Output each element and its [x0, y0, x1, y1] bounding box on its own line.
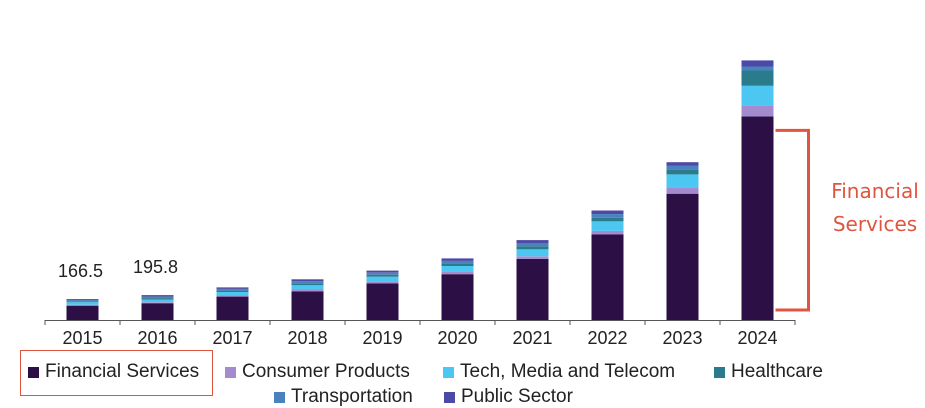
- bar-segment: [516, 249, 549, 257]
- bar-segment: [741, 85, 774, 106]
- bar-segment: [516, 258, 549, 320]
- callout-line-2: Services: [832, 212, 918, 236]
- callout-line-1: Financial: [831, 179, 919, 203]
- bar-segment: [291, 289, 324, 292]
- legend-label: Financial Services: [45, 361, 200, 382]
- bar-segment: [666, 174, 699, 188]
- bar-segment: [366, 270, 399, 273]
- legend-label: Healthcare: [731, 361, 823, 382]
- bar-segment: [216, 296, 249, 320]
- bar-segment: [66, 304, 99, 306]
- legend-item-public-sector: Public Sector: [444, 386, 573, 408]
- callout-label: Financial Services: [820, 175, 925, 241]
- bar-segment: [741, 70, 774, 86]
- legend-swatch: [714, 366, 725, 378]
- legend-label: Consumer Products: [242, 361, 410, 382]
- data-label: 166.5: [58, 261, 103, 281]
- bar-segment: [666, 169, 699, 175]
- bar-segment: [666, 193, 699, 320]
- bar-segment: [141, 296, 174, 299]
- data-label: 195.8: [133, 257, 178, 277]
- legend-swatch: [443, 366, 454, 378]
- bar-segment: [516, 240, 549, 244]
- bar-segment: [516, 246, 549, 250]
- x-tick-label: 2015: [62, 328, 102, 345]
- bar-segment: [291, 283, 324, 286]
- callout-bracket: [775, 128, 810, 312]
- bar-segment: [591, 221, 624, 231]
- legend-swatch: [225, 366, 236, 378]
- x-tick-label: 2019: [362, 328, 402, 345]
- bar-segment: [591, 234, 624, 320]
- legend-swatch: [28, 366, 39, 378]
- bar-segment: [66, 299, 99, 301]
- bar-segment: [216, 288, 249, 291]
- legend-item-healthcare: Healthcare: [714, 361, 823, 383]
- bar-segment: [741, 66, 774, 71]
- legend-item-transportation: Transportation: [274, 386, 413, 408]
- bar-segment: [441, 258, 474, 261]
- legend-label: Public Sector: [461, 386, 573, 407]
- bar-segment: [516, 243, 549, 247]
- bar-segment: [591, 230, 624, 235]
- bar-segment: [441, 263, 474, 266]
- x-tick-label: 2021: [512, 328, 552, 345]
- bar-segment: [441, 266, 474, 272]
- bar-segment: [216, 287, 249, 289]
- bar-segment: [741, 60, 774, 67]
- bar-segment: [216, 295, 249, 297]
- x-tick-label: 2017: [212, 328, 252, 345]
- bar-segment: [366, 276, 399, 282]
- bar-segment: [216, 290, 249, 292]
- bar-segment: [291, 279, 324, 282]
- bar-segment: [441, 271, 474, 275]
- legend-label: Transportation: [291, 386, 413, 407]
- legend-item-consumer-products: Consumer Products: [225, 361, 410, 383]
- bar-segment: [741, 105, 774, 117]
- bar-segment: [591, 217, 624, 222]
- legend-highlight-box: [20, 350, 213, 396]
- bar-segment: [366, 283, 399, 320]
- x-tick-label: 2018: [287, 328, 327, 345]
- bar-segment: [366, 274, 399, 277]
- legend-item-tech-media-telecom: Tech, Media and Telecom: [443, 361, 675, 383]
- x-tick-label: 2023: [662, 328, 702, 345]
- bar-segment: [441, 274, 474, 320]
- bar-segment: [141, 299, 174, 303]
- bar-segment: [66, 305, 99, 320]
- bar-segment: [66, 302, 99, 305]
- bar-segment: [141, 302, 174, 304]
- x-tick-label: 2024: [737, 328, 777, 345]
- bar-segment: [66, 300, 99, 302]
- bar-segment: [66, 301, 99, 303]
- bar-segment: [366, 281, 399, 284]
- bar-segment: [516, 256, 549, 259]
- x-tick-label: 2016: [137, 328, 177, 345]
- bar-segment: [141, 298, 174, 300]
- x-tick-label: 2020: [437, 328, 477, 345]
- bar-segment: [666, 162, 699, 166]
- bar-segment: [141, 295, 174, 297]
- bar-segment: [591, 214, 624, 218]
- bar-segment: [216, 292, 249, 296]
- bar-segment: [666, 187, 699, 194]
- legend-item-financial-services: Financial Services: [28, 361, 199, 383]
- bar-segment: [666, 165, 699, 170]
- bar-segment: [591, 210, 624, 215]
- bar-segment: [291, 285, 324, 290]
- legend-label: Tech, Media and Telecom: [460, 361, 676, 382]
- legend-swatch: [444, 391, 455, 403]
- bar-segment: [441, 260, 474, 264]
- bar-segment: [291, 281, 324, 284]
- bar-segment: [741, 116, 774, 321]
- chart: 2015 2016 2017 2018 2019 2020 2021 2022 2023 2024…: [44, 60, 810, 345]
- bar-segment: [291, 291, 324, 320]
- x-tick-label: 2022: [587, 328, 627, 345]
- bar-segment: [366, 272, 399, 275]
- legend-swatch: [274, 391, 285, 403]
- bar-segment: [141, 303, 174, 320]
